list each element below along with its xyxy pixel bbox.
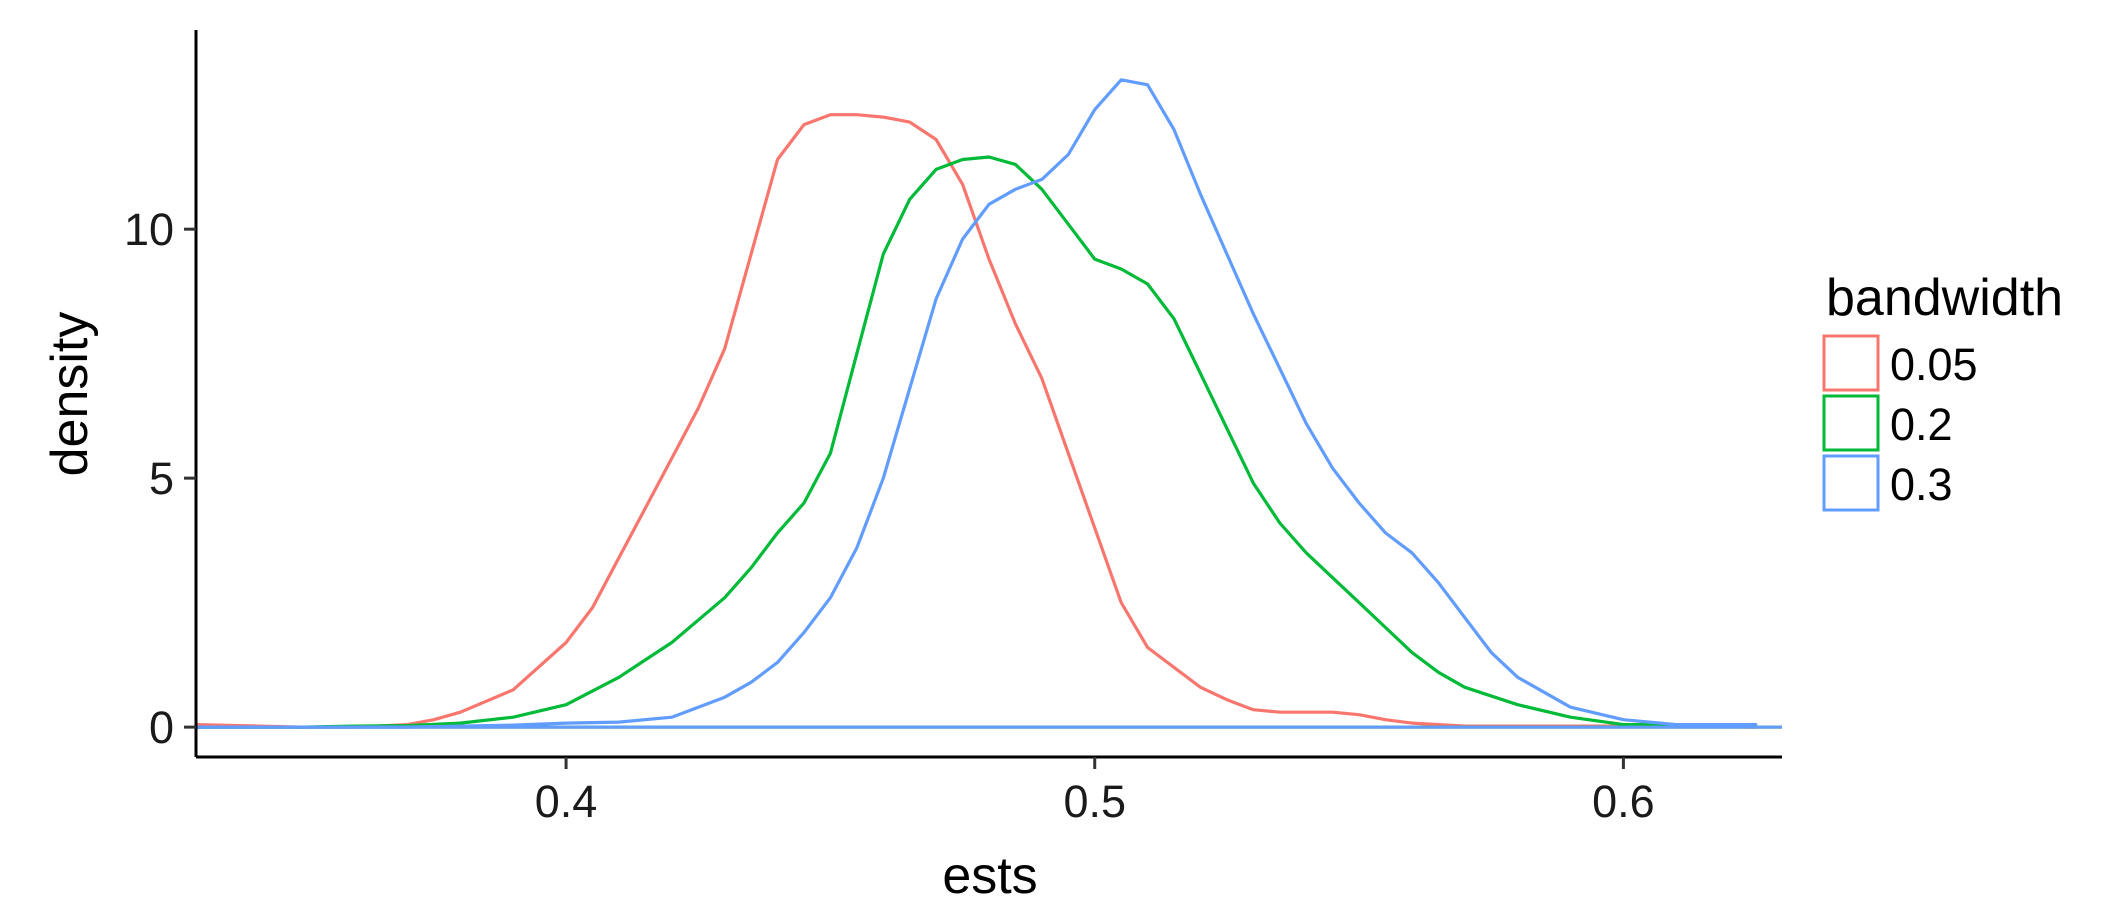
legend-key-0.05 [1822, 334, 1880, 392]
legend-label-0.3: 0.3 [1890, 459, 1953, 510]
y-tick-label: 10 [124, 204, 174, 255]
legend-title: bandwidth [1826, 269, 2063, 327]
series-line-0.2 [194, 155, 1758, 729]
y-axis: 0 5 10 [124, 30, 198, 757]
x-tick-label: 0.4 [535, 776, 598, 827]
legend-key-0.3 [1822, 454, 1880, 512]
legend: bandwidth 0.05 0.2 0.3 [1822, 269, 2063, 512]
plot-area [194, 78, 1782, 729]
y-tick-label: 0 [149, 702, 174, 753]
x-tick-label: 0.5 [1063, 776, 1126, 827]
series-line-0.3 [194, 78, 1758, 729]
x-tick-label: 0.6 [1592, 776, 1655, 827]
series-line-0.05 [194, 113, 1758, 729]
x-axis-title: ests [942, 847, 1037, 905]
y-tick-label: 5 [149, 453, 174, 504]
y-axis-title: density [41, 312, 99, 477]
legend-key-0.2 [1822, 394, 1880, 452]
x-axis: 0.4 0.5 0.6 [196, 755, 1782, 827]
legend-label-0.05: 0.05 [1890, 339, 1978, 390]
legend-label-0.2: 0.2 [1890, 399, 1953, 450]
